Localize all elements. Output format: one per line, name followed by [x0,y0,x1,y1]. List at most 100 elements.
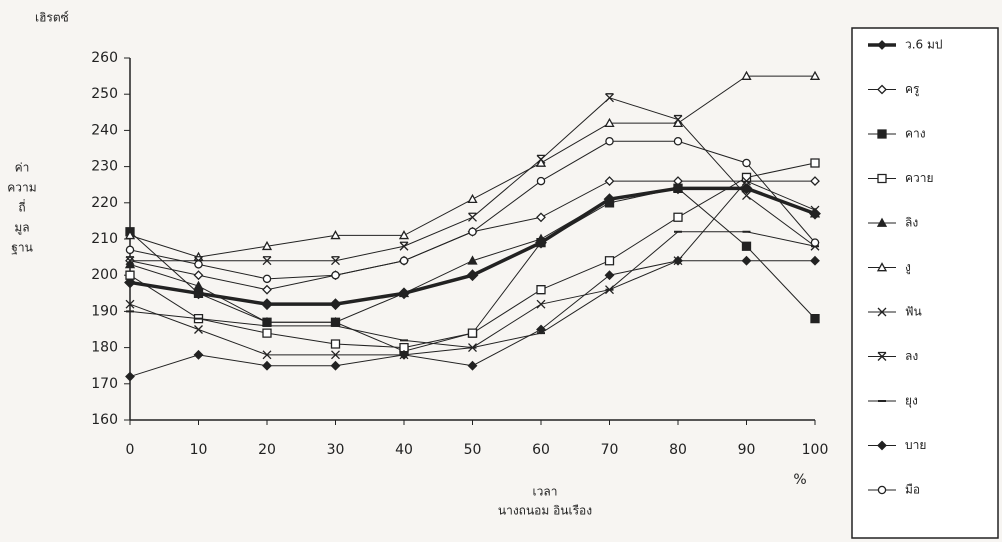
data-point [741,241,752,251]
data-point [536,285,546,295]
data-point [810,313,820,324]
data-point [331,256,340,266]
legend-label: ลิง [905,216,918,230]
data-point [673,212,683,222]
data-point [810,158,820,168]
legend-label: ควาย [905,171,934,185]
x-tick-label: 100 [802,442,829,458]
data-point [125,256,135,266]
legend-marker [877,84,887,95]
legend-marker [876,262,888,272]
data-point [467,360,478,371]
data-point [467,328,478,338]
legend-label: คาง [905,127,926,141]
y-tick-label: 250 [91,86,118,102]
x-tick-label: 80 [669,442,687,458]
data-point [194,325,203,334]
data-point [672,182,684,193]
data-point [398,287,410,298]
x-unit: % [793,472,806,488]
data-point [261,298,273,311]
data-point [125,371,135,382]
data-point [124,276,136,289]
data-point [673,137,683,146]
legend-label: ลง [905,349,918,363]
y-tick-label: 210 [91,231,118,247]
y-tick-label: 200 [91,267,118,283]
y-tick-label: 240 [91,122,118,138]
data-point [261,240,273,251]
x-tick-label: 60 [532,442,550,458]
data-point [331,270,340,280]
data-point [605,93,614,103]
y-tick-label: 220 [91,195,118,211]
legend-marker [877,129,887,139]
legend-label: มือ [905,483,920,497]
data-point [673,255,683,266]
x-tick-label: 90 [738,442,756,458]
data-point [605,137,614,146]
data-point [535,157,547,167]
data-point [398,230,410,240]
data-point [810,176,820,186]
data-point [741,255,752,266]
data-point [536,176,546,186]
data-point [467,193,478,204]
data-point [536,212,546,223]
data-point [809,208,821,218]
data-point [604,270,615,281]
data-point [262,284,272,295]
x-tick-label: 30 [327,442,345,458]
data-point [125,245,135,255]
data-point [399,256,409,265]
data-point [467,255,478,265]
y-label-side: ฐาน [11,241,33,255]
legend-marker [877,173,887,184]
data-point [742,158,751,168]
legend-marker [876,217,888,227]
legend-label: ครู [905,82,920,97]
y-label-side: มูล [14,221,29,236]
data-point [742,176,751,186]
y-tick-label: 230 [91,159,118,175]
data-point [194,260,203,269]
data-point [741,70,752,80]
data-point [810,255,820,266]
data-point [536,299,546,309]
legend-marker [877,40,887,50]
data-point [536,324,546,335]
x-tick-label: 0 [126,442,135,458]
legend-label: ฟัน [905,305,922,319]
data-point [262,274,272,284]
legend-label: งู [905,260,911,275]
x-label: เวลา [533,485,558,499]
y-tick-label: 180 [91,340,118,356]
x-tick-label: 10 [190,442,208,458]
data-point [193,280,204,290]
data-point [330,360,341,371]
data-point [193,288,204,298]
data-point [193,349,204,360]
data-point [673,114,683,124]
data-point [125,299,135,309]
legend-label: ว.6 มป [905,38,943,52]
data-point [468,212,477,222]
author: นางถนอม อินเรือง [498,504,592,518]
data-point [262,360,272,371]
data-point [329,298,342,311]
data-point [399,241,409,251]
data-point [125,270,135,280]
legend-box [851,27,999,539]
y-tick-label: 190 [91,303,118,319]
data-point [535,233,547,243]
legend-marker [877,485,887,495]
y-label-side: ความ [7,181,36,195]
legend-marker [877,351,887,361]
y-tick-label: 160 [91,412,118,428]
data-point [124,259,136,269]
data-point [604,256,615,266]
y-tick-label: 260 [91,50,118,66]
data-point [604,117,615,128]
